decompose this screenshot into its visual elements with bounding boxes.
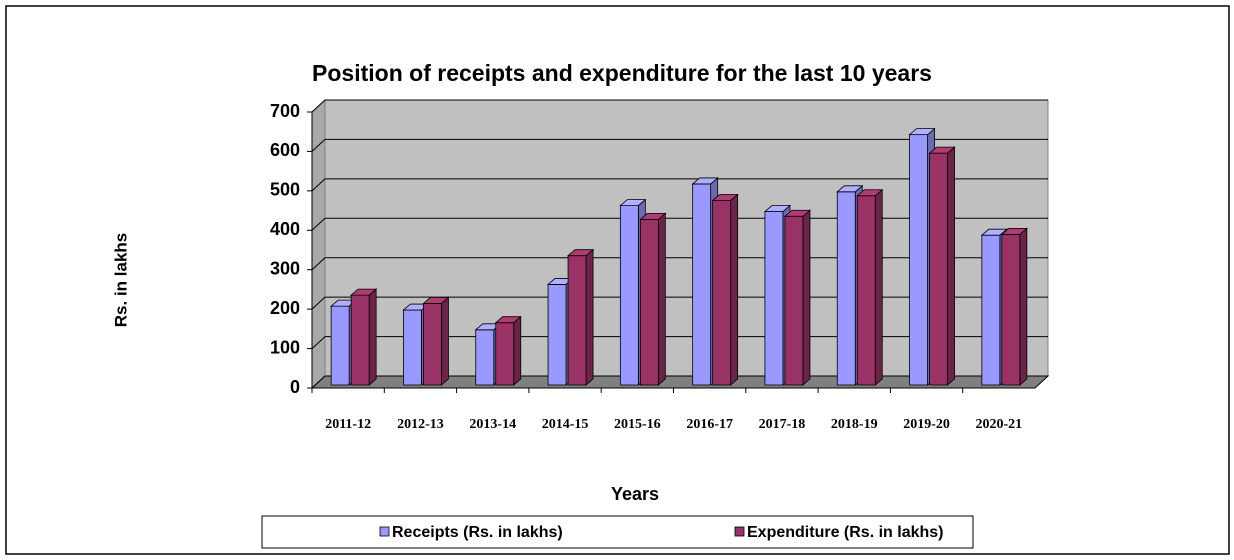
bar bbox=[856, 195, 876, 386]
x-tick-label: 2016-17 bbox=[686, 417, 733, 432]
bar bbox=[547, 284, 567, 386]
legend-label: Receipts (Rs. in lakhs) bbox=[392, 524, 563, 541]
bar-top bbox=[691, 177, 719, 185]
side-wall bbox=[311, 98, 326, 390]
x-tick-label: 2014-15 bbox=[542, 417, 589, 432]
bar-top bbox=[928, 146, 956, 154]
bar bbox=[330, 305, 350, 386]
bar-top bbox=[836, 185, 864, 193]
grid-line bbox=[311, 178, 1048, 192]
x-tick-label: 2017-18 bbox=[759, 417, 806, 432]
bar-top bbox=[763, 205, 792, 212]
y-tick-label: 300 bbox=[270, 258, 300, 278]
bar bbox=[981, 234, 1001, 386]
bar bbox=[712, 200, 732, 386]
y-tick-label: 0 bbox=[290, 377, 300, 397]
y-tick-label: 600 bbox=[270, 140, 300, 160]
bar bbox=[929, 152, 948, 386]
bar bbox=[692, 183, 712, 386]
y-tick-label: 200 bbox=[270, 298, 300, 318]
grid-line bbox=[311, 99, 1048, 113]
legend-swatch bbox=[379, 526, 390, 537]
bar bbox=[639, 218, 659, 386]
x-tick-label: 2020-21 bbox=[976, 417, 1023, 432]
bar-top bbox=[980, 228, 1008, 236]
legend-label: Expenditure (Rs. in lakhs) bbox=[747, 524, 943, 541]
bar-top bbox=[422, 296, 450, 304]
bar-top bbox=[856, 189, 884, 197]
y-tick-label: 100 bbox=[270, 337, 300, 357]
bar-top bbox=[350, 288, 378, 296]
chart-title: Position of receipts and expenditure for… bbox=[312, 60, 932, 86]
bar-top bbox=[711, 194, 739, 201]
bar-top bbox=[494, 316, 522, 324]
bar-side bbox=[947, 146, 955, 386]
bar-side bbox=[1019, 227, 1028, 386]
bar-side bbox=[657, 212, 666, 386]
bar bbox=[495, 322, 515, 386]
bar-top bbox=[639, 212, 667, 220]
bar-side bbox=[874, 188, 883, 386]
bar-side bbox=[585, 248, 594, 386]
bar-top bbox=[783, 209, 812, 217]
bar bbox=[764, 211, 784, 386]
x-tick-label: 2011-12 bbox=[325, 417, 371, 432]
bar bbox=[836, 191, 856, 386]
bar bbox=[350, 294, 370, 386]
y-axis-title: Rs. in lakhs bbox=[111, 233, 130, 327]
y-tick-label: 400 bbox=[270, 219, 300, 239]
bar-top bbox=[1000, 227, 1028, 235]
bar bbox=[403, 309, 422, 386]
bar-top bbox=[619, 199, 647, 207]
bar-side bbox=[441, 296, 449, 386]
bar-side bbox=[730, 193, 739, 386]
bar-side bbox=[368, 288, 377, 386]
legend-swatch bbox=[734, 526, 745, 537]
x-tick-label: 2018-19 bbox=[831, 417, 878, 432]
x-tick-label: 2012-13 bbox=[397, 417, 444, 432]
bar-top bbox=[566, 249, 595, 257]
bar bbox=[475, 329, 495, 386]
x-tick-label: 2019-20 bbox=[903, 417, 950, 432]
grid-line bbox=[311, 138, 1048, 152]
bar-side bbox=[802, 209, 811, 386]
bar bbox=[567, 255, 587, 386]
bar bbox=[619, 205, 639, 386]
bar bbox=[784, 215, 804, 386]
bar bbox=[423, 302, 442, 386]
x-axis-title: Years bbox=[611, 484, 659, 504]
y-tick-label: 700 bbox=[270, 101, 300, 121]
y-tick-label: 500 bbox=[270, 180, 300, 200]
bar bbox=[1001, 233, 1021, 386]
x-tick-label: 2015-16 bbox=[614, 417, 661, 432]
bar bbox=[909, 134, 928, 386]
bar-top bbox=[908, 128, 936, 136]
x-tick-label: 2013-14 bbox=[469, 417, 516, 432]
bar-side bbox=[513, 315, 522, 386]
